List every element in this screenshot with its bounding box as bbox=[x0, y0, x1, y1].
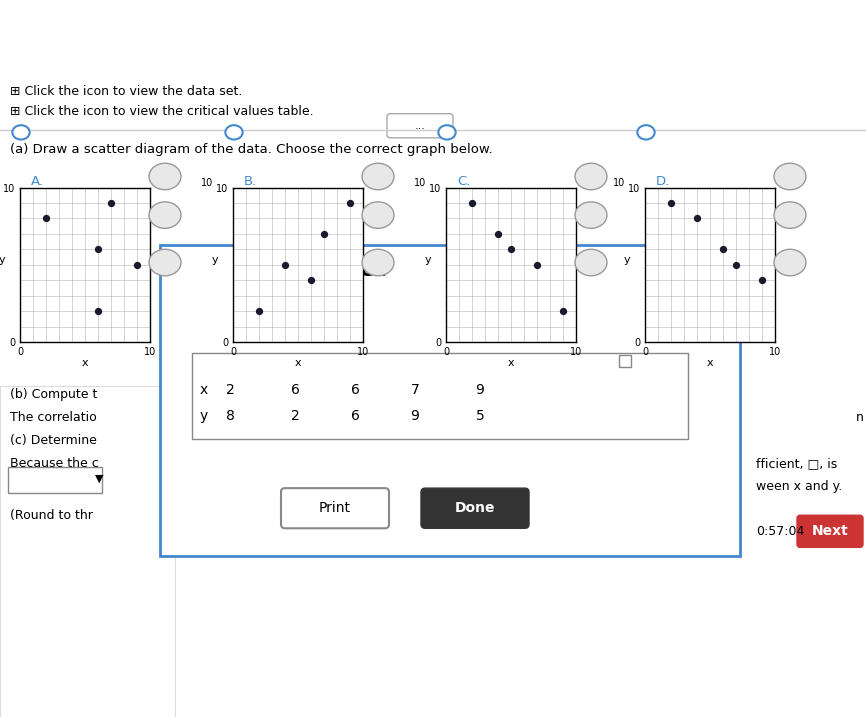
Text: Print: Print bbox=[319, 501, 351, 516]
FancyBboxPatch shape bbox=[619, 355, 631, 366]
Text: ✕: ✕ bbox=[722, 253, 736, 271]
Point bbox=[91, 244, 105, 255]
Point bbox=[91, 305, 105, 317]
Text: y: y bbox=[200, 409, 208, 423]
Point bbox=[252, 305, 266, 317]
Text: 10: 10 bbox=[414, 178, 426, 188]
Text: 2: 2 bbox=[291, 409, 300, 423]
FancyBboxPatch shape bbox=[0, 386, 175, 717]
Text: 10: 10 bbox=[613, 178, 625, 188]
Text: n: n bbox=[856, 411, 864, 424]
Y-axis label: y: y bbox=[424, 255, 430, 265]
Text: (a) Draw a scatter diagram of the data. Choose the correct graph below.: (a) Draw a scatter diagram of the data. … bbox=[10, 143, 493, 156]
Text: ⊞ Click the icon to view the data set.: ⊞ Click the icon to view the data set. bbox=[10, 85, 242, 98]
Text: ▼: ▼ bbox=[95, 474, 104, 484]
FancyBboxPatch shape bbox=[160, 245, 740, 556]
FancyBboxPatch shape bbox=[387, 114, 453, 138]
Text: The correlatio: The correlatio bbox=[10, 411, 97, 424]
Text: x: x bbox=[200, 383, 208, 397]
Text: For the accompanying data set, (a) draw a scatter diagram of the data, (b) compu: For the accompanying data set, (a) draw … bbox=[9, 24, 713, 37]
X-axis label: x: x bbox=[707, 358, 714, 369]
Text: ween x and y.: ween x and y. bbox=[756, 480, 843, 493]
Text: Next: Next bbox=[811, 524, 849, 538]
X-axis label: x: x bbox=[81, 358, 88, 369]
Text: Data set: Data set bbox=[280, 260, 385, 280]
Point bbox=[278, 259, 292, 270]
Point bbox=[690, 213, 704, 224]
Text: Because the c: Because the c bbox=[10, 457, 99, 470]
Text: C.: C. bbox=[457, 176, 470, 189]
Y-axis label: y: y bbox=[0, 255, 5, 265]
Text: 9: 9 bbox=[410, 409, 419, 423]
Point bbox=[130, 259, 144, 270]
Text: ⊞ Click the icon to view the critical values table.: ⊞ Click the icon to view the critical va… bbox=[10, 105, 313, 118]
Text: 6: 6 bbox=[351, 383, 359, 397]
FancyBboxPatch shape bbox=[8, 467, 102, 493]
Point bbox=[729, 259, 743, 270]
Point bbox=[716, 244, 730, 255]
Point bbox=[465, 197, 479, 209]
Point bbox=[755, 275, 769, 286]
Text: 9: 9 bbox=[475, 383, 484, 397]
Text: A.: A. bbox=[31, 176, 44, 189]
Point bbox=[304, 275, 318, 286]
Point bbox=[39, 213, 53, 224]
Text: 10: 10 bbox=[201, 178, 214, 188]
FancyBboxPatch shape bbox=[797, 516, 863, 547]
Text: 6: 6 bbox=[291, 383, 300, 397]
X-axis label: x: x bbox=[507, 358, 514, 369]
FancyBboxPatch shape bbox=[192, 353, 688, 439]
Text: Done: Done bbox=[455, 501, 495, 516]
Text: 5: 5 bbox=[475, 409, 484, 423]
Text: D.: D. bbox=[656, 176, 670, 189]
Text: 2: 2 bbox=[226, 383, 235, 397]
Point bbox=[530, 259, 544, 270]
Text: 6: 6 bbox=[351, 409, 359, 423]
X-axis label: x: x bbox=[294, 358, 301, 369]
Text: (c) Determine: (c) Determine bbox=[10, 434, 97, 447]
Point bbox=[491, 228, 505, 239]
Point bbox=[556, 305, 570, 317]
Text: 7: 7 bbox=[410, 383, 419, 397]
Text: 8: 8 bbox=[225, 409, 235, 423]
Point bbox=[664, 197, 678, 209]
Point bbox=[317, 228, 331, 239]
Text: (Round to thr: (Round to thr bbox=[10, 509, 93, 522]
Text: ...: ... bbox=[415, 120, 425, 130]
Y-axis label: y: y bbox=[211, 255, 218, 265]
Text: determine whether there is a linear relation between x and y.: determine whether there is a linear rela… bbox=[9, 50, 373, 63]
Text: 0:57:04: 0:57:04 bbox=[756, 525, 805, 538]
FancyBboxPatch shape bbox=[421, 488, 529, 528]
FancyBboxPatch shape bbox=[281, 488, 389, 528]
Text: fficient, □, is: fficient, □, is bbox=[756, 457, 837, 470]
Text: B.: B. bbox=[244, 176, 257, 189]
Point bbox=[504, 244, 518, 255]
Text: (b) Compute t: (b) Compute t bbox=[10, 388, 97, 401]
Point bbox=[104, 197, 118, 209]
Y-axis label: y: y bbox=[624, 255, 630, 265]
Point bbox=[343, 197, 357, 209]
Text: −: − bbox=[700, 253, 714, 271]
